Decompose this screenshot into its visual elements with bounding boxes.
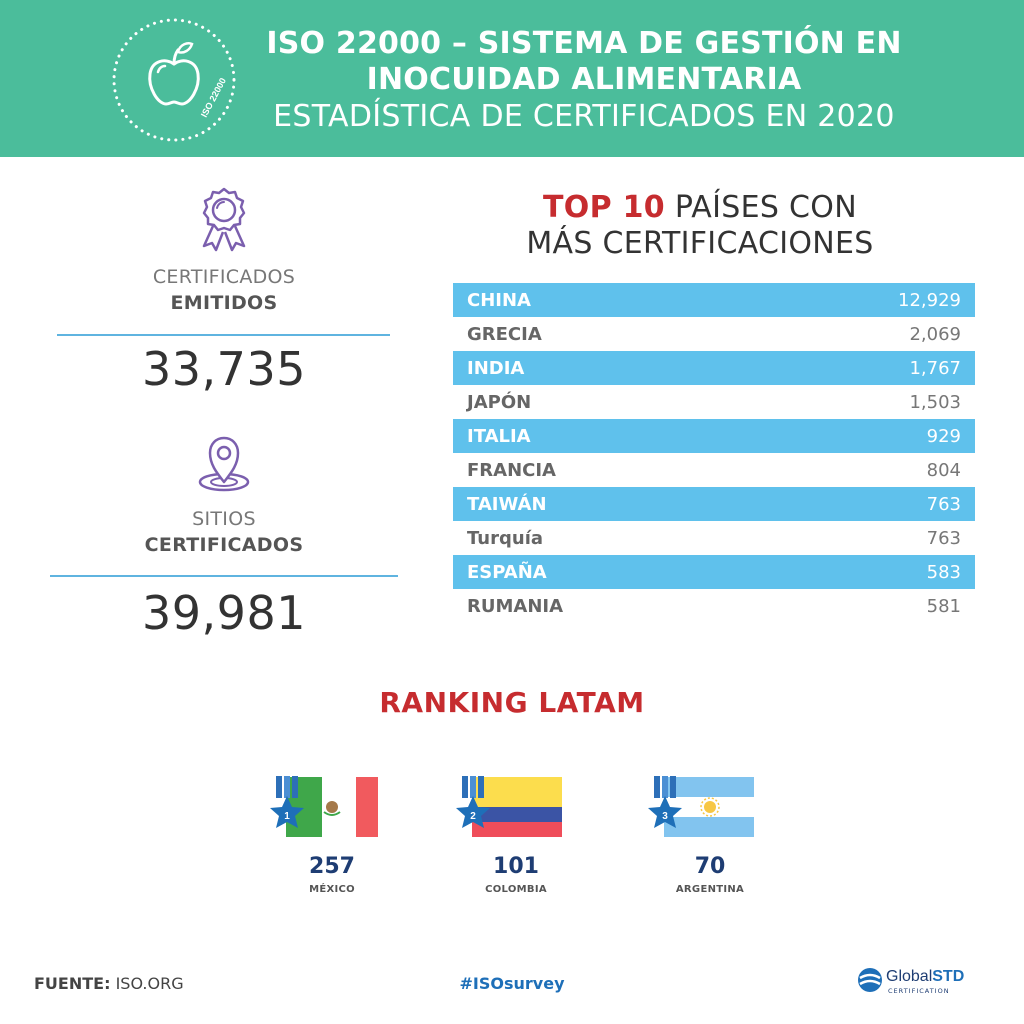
table-row: INDIA 1,767 [453, 351, 975, 385]
apple-badge-icon: ISO 22000 [112, 18, 236, 142]
rank-country: ARGENTINA [675, 884, 745, 895]
country-name: JAPÓN [467, 391, 532, 413]
country-value: 12,929 [898, 289, 961, 311]
top10-title-line2: MÁS CERTIFICACIONES [526, 226, 874, 261]
country-value: 929 [926, 425, 961, 447]
country-name: ESPAÑA [467, 561, 547, 583]
source-value: ISO.ORG [115, 974, 184, 993]
rank-number: 3 [662, 811, 668, 822]
rank-country: MÉXICO [309, 884, 355, 895]
country-name: CHINA [467, 289, 531, 311]
country-value: 1,503 [909, 391, 961, 413]
rank-number: 2 [470, 811, 476, 822]
country-name: Turquía [467, 527, 544, 549]
country-name: ITALIA [467, 425, 531, 447]
certificates-label-bold: EMITIDOS [170, 292, 278, 314]
table-row: JAPÓN 1,503 [453, 385, 975, 419]
logo-name-part1: Global [886, 968, 933, 985]
rank-value: 257 [309, 854, 355, 879]
header-subtitle: ESTADÍSTICA DE CERTIFICADOS EN 2020 [273, 99, 895, 134]
sites-divider [50, 575, 398, 577]
rank-number: 1 [284, 811, 290, 822]
country-name: TAIWÁN [467, 493, 547, 515]
table-row: CHINA 12,929 [453, 283, 975, 317]
globe-icon [858, 968, 882, 992]
header-banner: ISO 22000 ISO 22000 – SISTEMA DE GESTIÓN… [0, 0, 1024, 157]
country-value: 804 [926, 459, 961, 481]
top10-table: CHINA 12,929 GRECIA 2,069 INDIA 1,767 JAPÓN… [453, 283, 975, 623]
certificates-label-top: CERTIFICADOS [152, 266, 296, 288]
header-title-line1: ISO 22000 – SISTEMA DE GESTIÓN EN [266, 26, 902, 61]
table-row: ITALIA 929 [453, 419, 975, 453]
top10-title: TOP 10 PAÍSES CON MÁS CERTIFICACIONES [480, 190, 920, 262]
source-label: FUENTE: [34, 974, 111, 993]
logo-tagline: CERTIFICATION [888, 987, 950, 995]
location-pin-icon [198, 436, 250, 492]
country-name: RUMANIA [467, 595, 564, 617]
hashtag[interactable]: #ISOsurvey [459, 974, 565, 993]
sites-label-top: SITIOS [192, 508, 256, 530]
mexico-flag-medal-icon: 1 [270, 776, 378, 837]
rank-country: COLOMBIA [485, 884, 547, 895]
country-name: GRECIA [467, 323, 542, 345]
argentina-flag-medal-icon: 3 [648, 776, 754, 837]
ranking-title: RANKING LATAM [379, 686, 645, 719]
colombia-flag-medal-icon: 2 [456, 776, 562, 837]
table-row: GRECIA 2,069 [453, 317, 975, 351]
country-value: 1,767 [909, 357, 961, 379]
table-row: Turquía 763 [453, 521, 975, 555]
country-name: INDIA [467, 357, 525, 379]
award-ribbon-icon [202, 187, 246, 252]
country-value: 763 [926, 527, 961, 549]
header-title-line2: INOCUIDAD ALIMENTARIA [366, 62, 802, 97]
source-note: FUENTE: ISO.ORG [34, 974, 184, 993]
table-row: FRANCIA 804 [453, 453, 975, 487]
certificates-value: 33,735 [142, 342, 306, 396]
sites-label-bold: CERTIFICADOS [144, 534, 304, 556]
table-row: RUMANIA 581 [453, 589, 975, 623]
sites-value: 39,981 [142, 586, 306, 640]
top10-title-line1: PAÍSES CON [674, 190, 857, 225]
logo-name: GlobalSTD [886, 968, 964, 986]
country-value: 763 [926, 493, 961, 515]
header-title-block: ISO 22000 – SISTEMA DE GESTIÓN EN INOCUI… [264, 26, 904, 136]
logo-name-part2: STD [932, 968, 965, 985]
country-value: 2,069 [909, 323, 961, 345]
country-value: 581 [926, 595, 961, 617]
globalstd-logo: GlobalSTD CERTIFICATION [856, 962, 996, 1002]
rank-value: 70 [694, 854, 726, 879]
table-row: TAIWÁN 763 [453, 487, 975, 521]
country-value: 583 [926, 561, 961, 583]
sites-label: SITIOS CERTIFICADOS [108, 506, 340, 558]
table-row: ESPAÑA 583 [453, 555, 975, 589]
top10-title-highlight: TOP 10 [543, 190, 665, 225]
rank-value: 101 [493, 854, 539, 879]
country-name: FRANCIA [467, 459, 556, 481]
certificates-label: CERTIFICADOS EMITIDOS [108, 264, 340, 316]
certificates-divider [57, 334, 390, 336]
